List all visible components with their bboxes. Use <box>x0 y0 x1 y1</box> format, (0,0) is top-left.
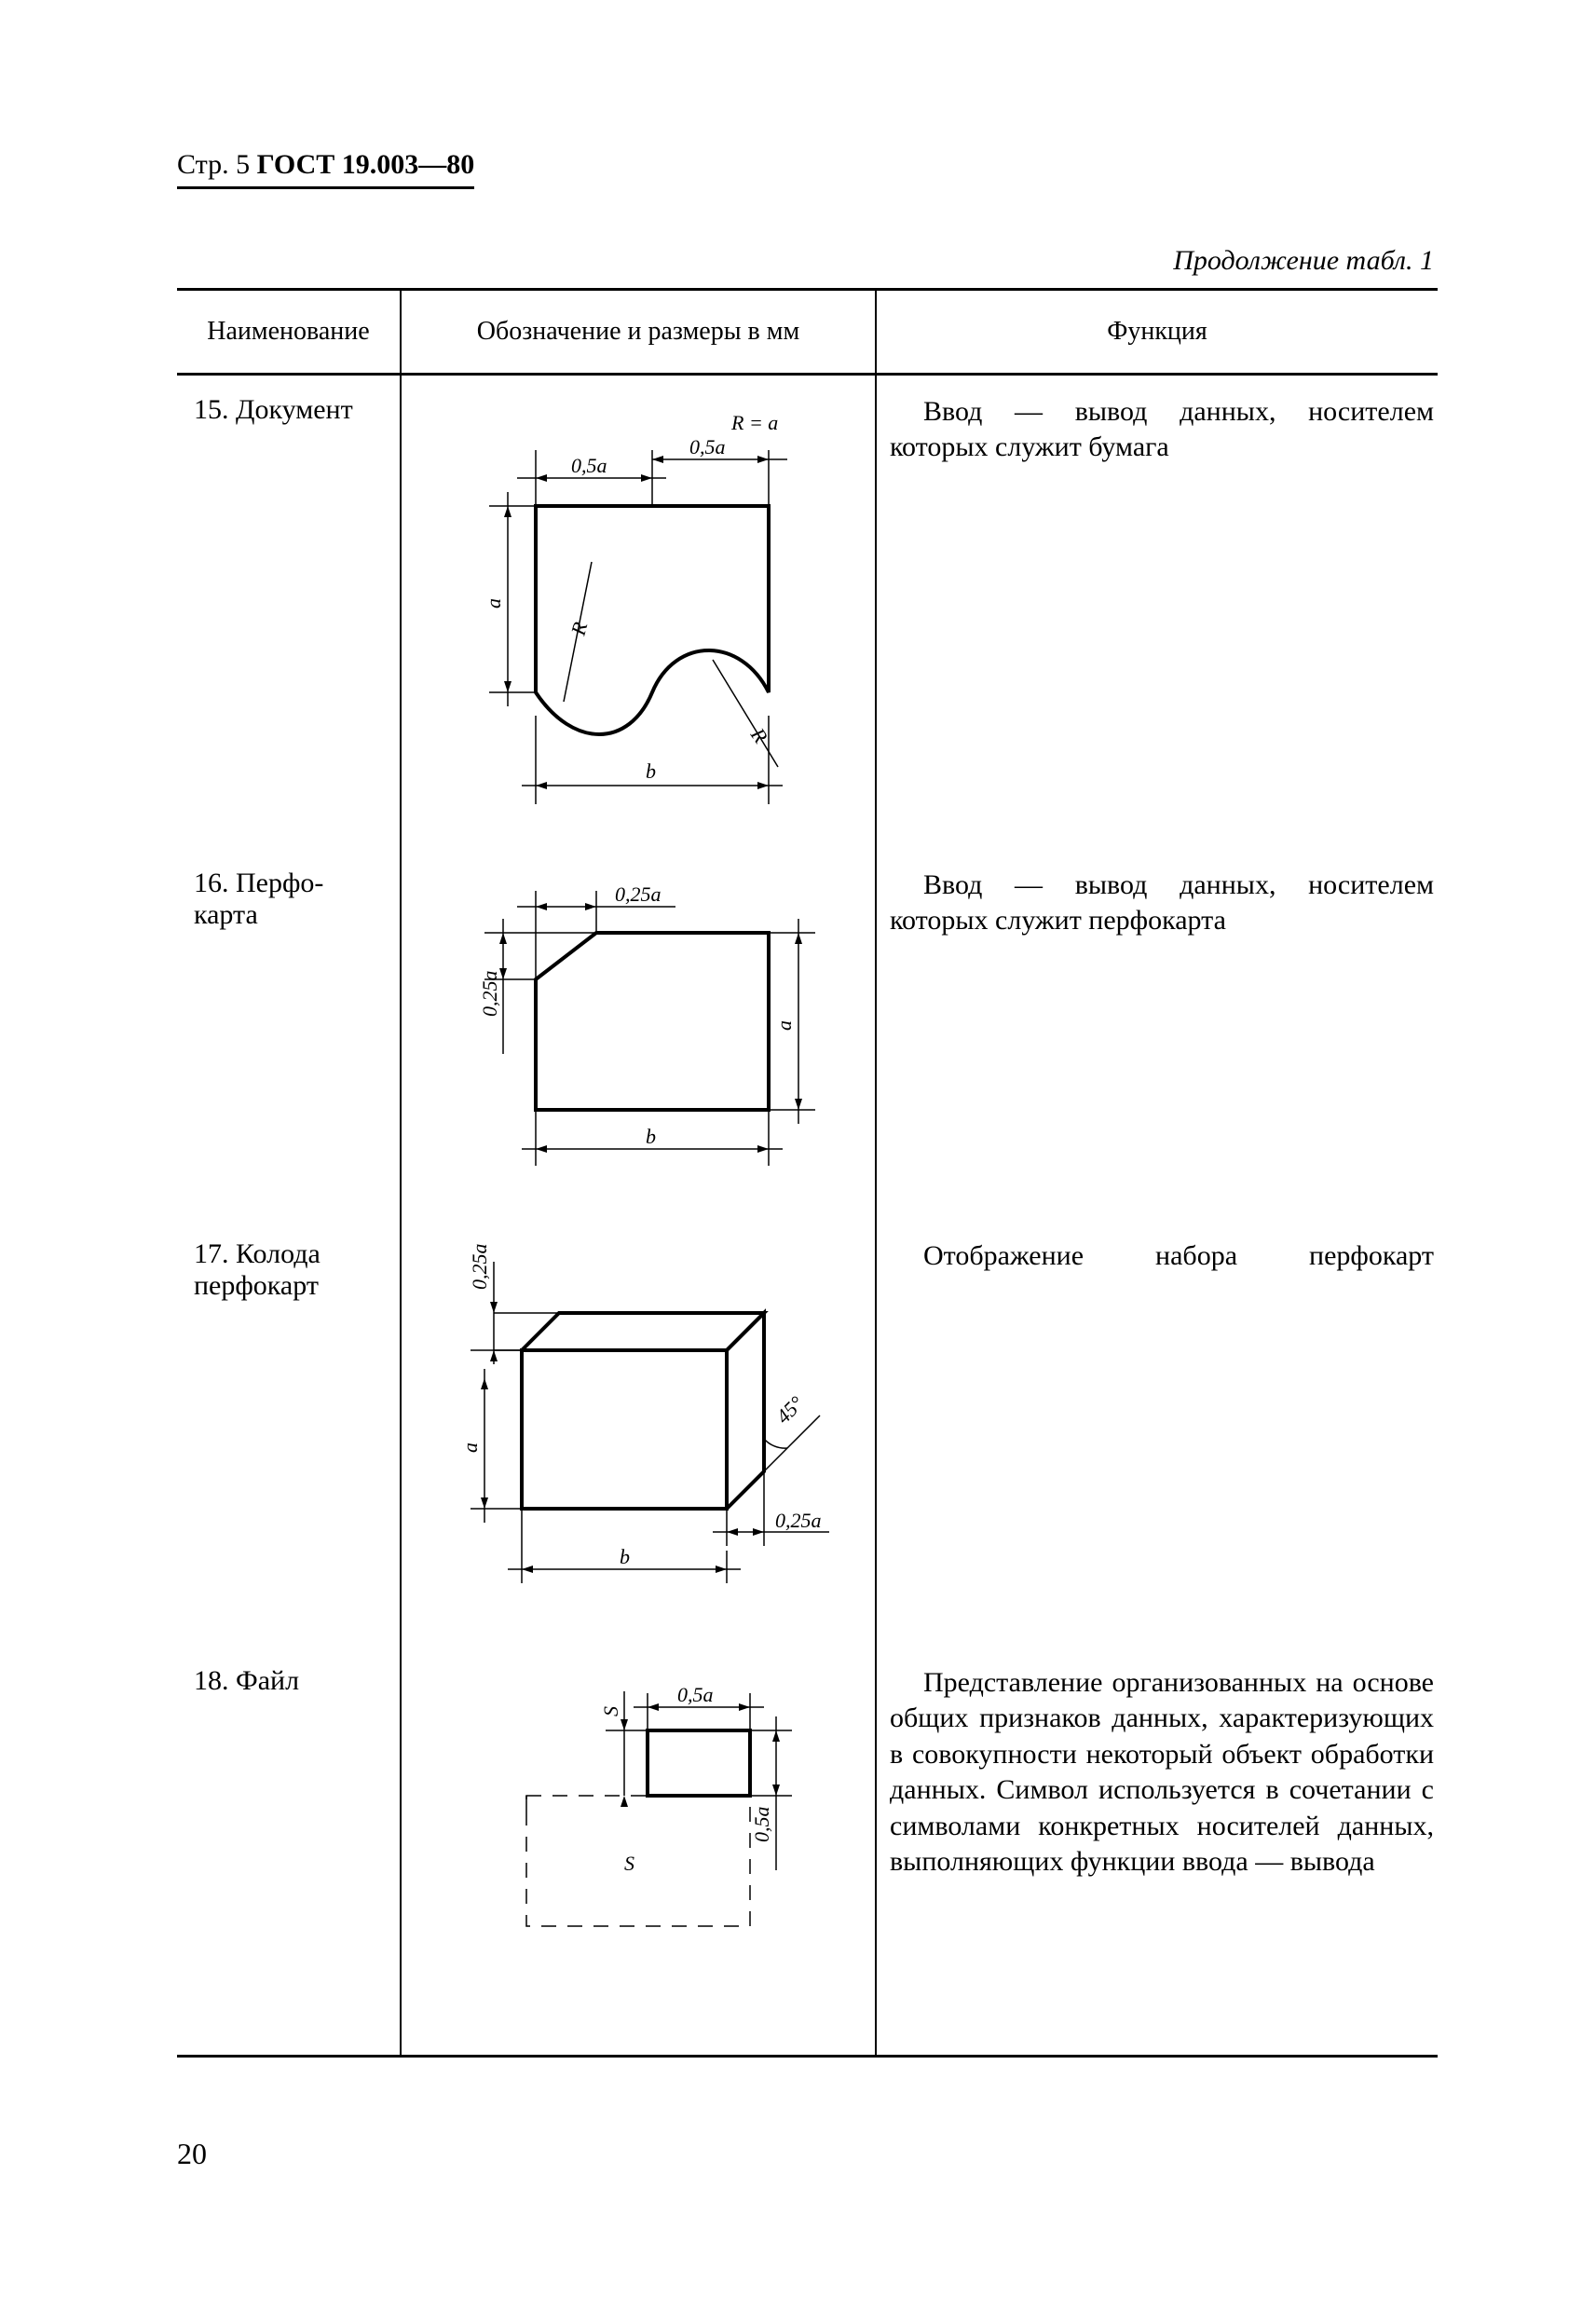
header-standard: ГОСТ 19.003—80 <box>257 149 475 180</box>
page-header: Стр. 5 ГОСТ 19.003—80 <box>177 149 474 189</box>
dim-label: b <box>646 1125 656 1148</box>
card-deck-symbol-diagram: 0,25a a 45° <box>419 1238 857 1630</box>
dim-label: S <box>599 1706 622 1716</box>
row-number: 15. <box>194 394 229 425</box>
dim-label: S <box>624 1852 634 1875</box>
header-page-prefix: Стр. 5 <box>177 149 257 180</box>
column-header-symbol: Обозначение и размеры в мм <box>401 290 876 375</box>
page-number: 20 <box>177 2137 207 2171</box>
symbols-table: Наименование Обозначение и размеры в мм … <box>177 288 1438 2058</box>
document-symbol-diagram: R R 0,5a 0,5a <box>433 394 843 832</box>
dim-label: 0,25a <box>468 1244 491 1291</box>
row-function: Ввод — вывод данных, носителем которых с… <box>890 868 1434 939</box>
row-name: Документ <box>236 394 353 425</box>
dim-label: R = a <box>730 411 778 434</box>
dim-label: a <box>458 1443 482 1453</box>
table-row: 16. Перфо- карта 0,25a <box>177 849 1438 1220</box>
dim-label: a <box>482 598 505 609</box>
table-row: 17. Колода перфокарт <box>177 1220 1438 1647</box>
file-symbol-diagram: 0,5a S 0,5a <box>443 1665 834 1963</box>
row-number: 18. <box>194 1665 229 1696</box>
dim-label: b <box>620 1545 630 1568</box>
row-function: Ввод — вывод данных, носителем которых с… <box>890 394 1434 466</box>
dim-label: 0,25a <box>478 971 501 1018</box>
row-number: 17. <box>194 1238 229 1269</box>
dim-label: 0,5a <box>571 454 607 477</box>
punchcard-symbol-diagram: 0,25a 0,25a a <box>433 868 843 1203</box>
row-number: 16. <box>194 868 229 898</box>
dim-label: 0,5a <box>677 1683 714 1706</box>
dim-label: 0,25a <box>775 1509 822 1532</box>
dim-label: b <box>646 759 656 783</box>
table-continuation-label: Продолжение табл. 1 <box>177 245 1438 277</box>
dim-label: 45° <box>771 1391 809 1429</box>
table-row: 18. Файл <box>177 1647 1438 2057</box>
table-row: 15. Документ R R <box>177 375 1438 850</box>
dim-label: 0,25a <box>615 882 662 906</box>
dim-label: 0,5a <box>689 435 726 458</box>
dim-label: 0,5a <box>750 1807 773 1843</box>
row-function: Представление организованных на основе о… <box>890 1665 1434 1880</box>
row-function: Отображение набора перфо­карт <box>890 1238 1434 1274</box>
row-name: Файл <box>236 1665 299 1696</box>
column-header-name: Наименование <box>177 290 401 375</box>
column-header-function: Функция <box>876 290 1438 375</box>
dim-label: a <box>772 1020 796 1031</box>
